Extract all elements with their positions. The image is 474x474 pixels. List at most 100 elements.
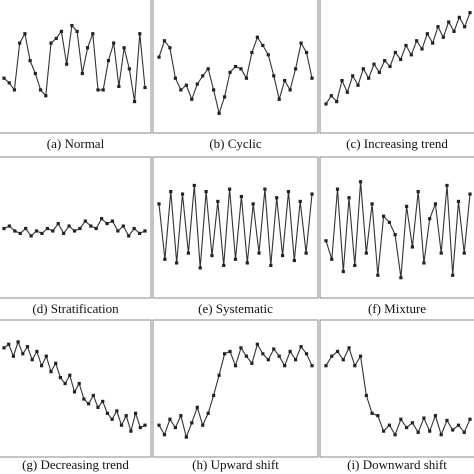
point [85, 46, 90, 50]
point [40, 364, 44, 368]
point [310, 76, 314, 80]
point [393, 233, 397, 237]
point [96, 405, 100, 409]
point [341, 358, 345, 362]
point [364, 251, 368, 255]
point [244, 76, 249, 80]
point [56, 221, 60, 226]
panel-caption: (f) Mixture [368, 301, 426, 316]
panel-frame [152, 0, 319, 134]
point [436, 25, 440, 29]
panel-frame [319, 0, 474, 134]
point [117, 84, 121, 88]
point [364, 393, 368, 398]
panel-frame [319, 156, 474, 299]
point [206, 67, 210, 71]
point [416, 190, 420, 194]
point [451, 428, 455, 432]
point [18, 41, 22, 45]
point [49, 41, 53, 45]
point [294, 358, 298, 362]
panel-frame [0, 156, 152, 299]
point [456, 423, 461, 427]
point [345, 90, 349, 94]
point [59, 29, 64, 33]
point [347, 196, 351, 200]
point [173, 425, 177, 430]
point [399, 276, 403, 280]
point [68, 373, 72, 377]
point [186, 251, 191, 255]
point [304, 352, 309, 356]
point [228, 187, 232, 191]
point [233, 257, 238, 261]
point [33, 71, 37, 76]
series-line [158, 185, 313, 268]
point [112, 41, 116, 45]
point [83, 219, 87, 223]
point [184, 83, 188, 87]
point [404, 43, 408, 48]
point [324, 102, 328, 106]
point [263, 187, 267, 191]
point [49, 370, 53, 374]
point [127, 67, 131, 71]
point [198, 266, 202, 270]
point [433, 414, 438, 418]
point [54, 361, 58, 365]
point [228, 70, 232, 74]
point [157, 423, 161, 427]
point [105, 221, 109, 226]
point [67, 224, 71, 228]
point [168, 417, 172, 421]
point [138, 32, 142, 36]
point [462, 430, 466, 434]
point [310, 364, 314, 368]
point [330, 257, 334, 261]
point [228, 349, 232, 354]
panel-caption: (c) Increasing trend [346, 136, 448, 151]
point [324, 239, 328, 243]
point [201, 74, 205, 78]
point [445, 418, 449, 423]
point [266, 53, 270, 57]
point [280, 253, 285, 258]
panel-frame [0, 0, 152, 134]
point [38, 88, 43, 92]
series-line [325, 12, 471, 105]
point [304, 251, 308, 255]
point [388, 64, 392, 69]
point [65, 62, 69, 66]
point [416, 430, 420, 434]
point [25, 345, 30, 349]
point [12, 88, 17, 92]
point [115, 409, 119, 413]
panel-frame [0, 319, 152, 458]
point [106, 59, 111, 63]
point [269, 263, 273, 267]
point [91, 32, 95, 36]
point [439, 433, 443, 437]
point [18, 231, 22, 236]
point [463, 25, 467, 29]
point [361, 67, 365, 71]
panel-caption: (a) Normal [47, 136, 105, 151]
point [377, 70, 381, 74]
point [190, 421, 194, 425]
point [129, 429, 133, 433]
point [370, 411, 374, 415]
point [376, 273, 380, 277]
point [324, 364, 328, 368]
point [45, 226, 49, 231]
point [335, 349, 340, 354]
point [96, 88, 100, 92]
point [2, 76, 6, 80]
point [132, 226, 136, 231]
point [410, 245, 414, 249]
point [201, 423, 205, 427]
point [382, 214, 386, 218]
point [456, 199, 461, 204]
point [35, 349, 39, 354]
point [239, 194, 243, 199]
point [206, 411, 210, 415]
